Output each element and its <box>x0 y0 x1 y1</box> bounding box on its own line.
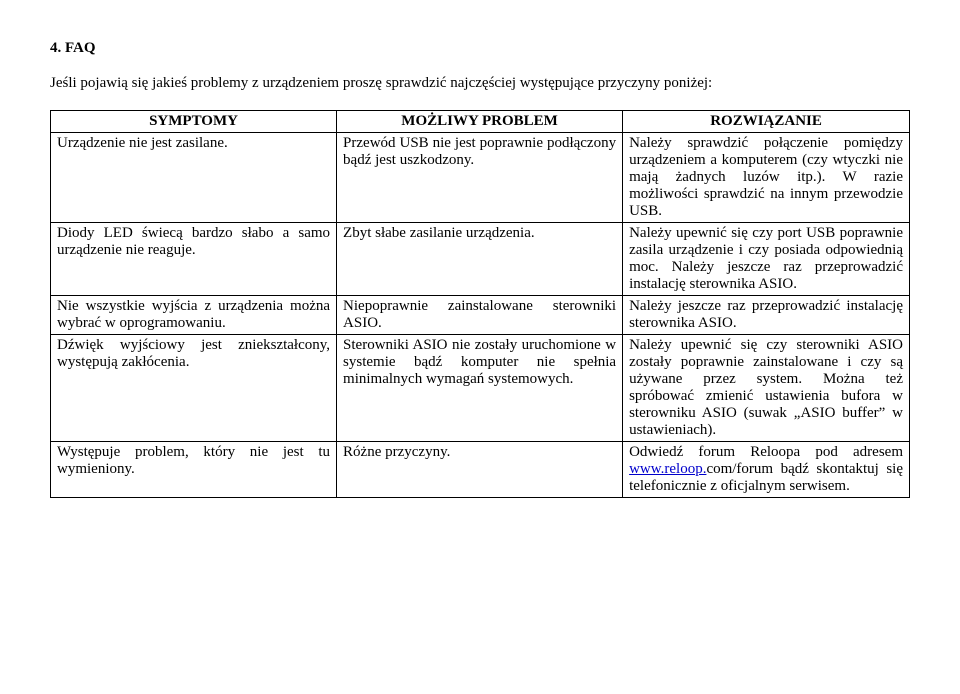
table-header-row: SYMPTOMY MOŻLIWY PROBLEM ROZWIĄZANIE <box>51 111 910 133</box>
cell-symptom: Urządzenie nie jest zasilane. <box>51 133 337 223</box>
table-row: Nie wszystkie wyjścia z urządzenia można… <box>51 296 910 335</box>
intro-paragraph: Jeśli pojawią się jakieś problemy z urzą… <box>50 75 910 92</box>
cell-symptom: Występuje problem, który nie jest tu wym… <box>51 442 337 498</box>
cell-symptom: Diody LED świecą bardzo słabo a samo urz… <box>51 223 337 296</box>
cell-solution: Należy upewnić się czy port USB poprawni… <box>623 223 910 296</box>
table-row: Urządzenie nie jest zasilane. Przewód US… <box>51 133 910 223</box>
faq-table: SYMPTOMY MOŻLIWY PROBLEM ROZWIĄZANIE Urz… <box>50 110 910 498</box>
cell-problem: Niepoprawnie zainstalowane sterowniki AS… <box>337 296 623 335</box>
link-text-part1: www.reloop. <box>629 461 706 477</box>
section-heading: 4. FAQ <box>50 40 910 57</box>
forum-link[interactable]: www.reloop. <box>629 461 706 477</box>
link-text-part2: com/forum <box>706 461 773 477</box>
cell-solution: Należy sprawdzić połączenie pomiędzy urz… <box>623 133 910 223</box>
cell-solution: Należy jeszcze raz przeprowadzić instala… <box>623 296 910 335</box>
cell-solution: Należy upewnić się czy sterowniki ASIO z… <box>623 335 910 442</box>
table-row: Występuje problem, który nie jest tu wym… <box>51 442 910 498</box>
cell-symptom: Nie wszystkie wyjścia z urządzenia można… <box>51 296 337 335</box>
header-problem: MOŻLIWY PROBLEM <box>337 111 623 133</box>
solution-text-prefix: Odwiedź forum Reloopa pod adresem <box>629 444 903 460</box>
cell-solution: Odwiedź forum Reloopa pod adresem www.re… <box>623 442 910 498</box>
header-symptoms: SYMPTOMY <box>51 111 337 133</box>
cell-problem: Sterowniki ASIO nie zostały uruchomione … <box>337 335 623 442</box>
table-row: Diody LED świecą bardzo słabo a samo urz… <box>51 223 910 296</box>
table-row: Dźwięk wyjściowy jest zniekształcony, wy… <box>51 335 910 442</box>
cell-symptom: Dźwięk wyjściowy jest zniekształcony, wy… <box>51 335 337 442</box>
cell-problem: Różne przyczyny. <box>337 442 623 498</box>
header-solution: ROZWIĄZANIE <box>623 111 910 133</box>
cell-problem: Zbyt słabe zasilanie urządzenia. <box>337 223 623 296</box>
cell-problem: Przewód USB nie jest poprawnie podłączon… <box>337 133 623 223</box>
